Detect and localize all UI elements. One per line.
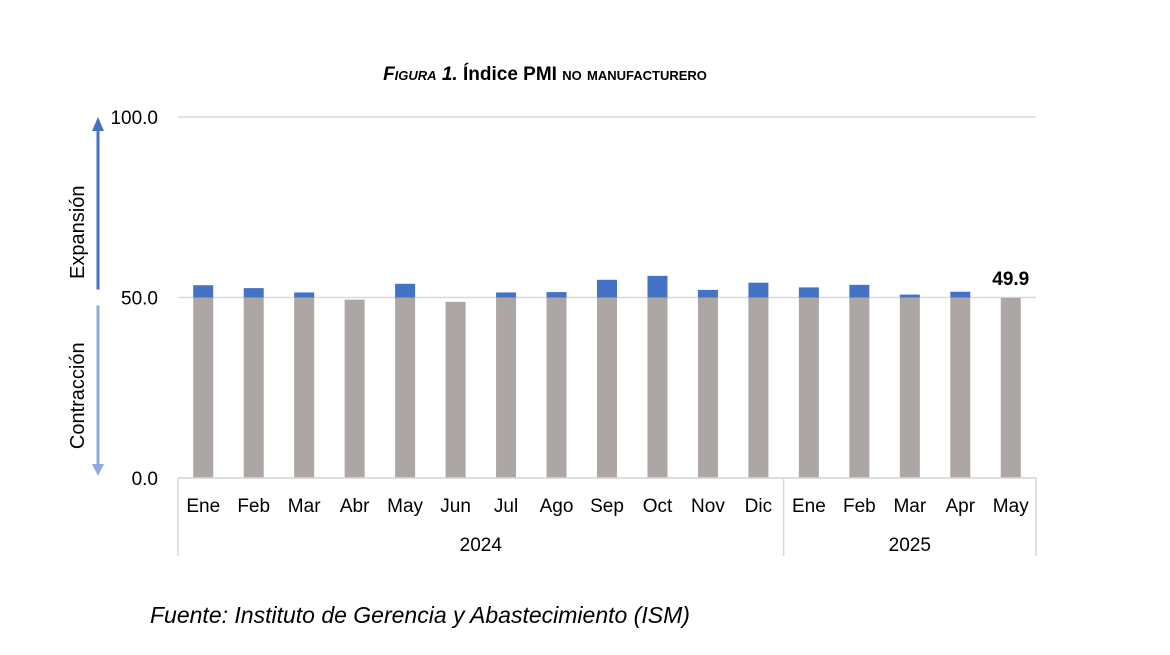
bar-expansion [798,287,819,298]
expansion-label: Expansión [67,186,89,279]
bar-base [1000,297,1021,478]
x-tick-label: Jun [440,496,471,517]
x-tick-label: Jul [494,496,518,517]
x-tick-label: Nov [691,496,725,517]
bar-base [697,297,718,478]
bar-base [899,297,920,478]
bar-base [798,297,819,478]
bar-expansion [294,292,315,298]
y-tick-label: 0.0 [132,469,158,490]
bar-base [344,299,365,478]
bar-base [950,297,971,478]
contraction-label: Contracción [67,342,89,449]
x-tick-label: Apr [946,496,976,517]
x-tick-label: Mar [893,496,926,517]
arrow-up-icon [92,117,104,131]
bar-base [193,297,214,478]
x-group-label: 2025 [889,535,931,556]
bar-base [395,297,416,478]
bar-base [546,297,567,478]
x-tick-label: Mar [288,496,321,517]
title-rest: no manufacturero [562,64,707,85]
bar-expansion [243,288,264,298]
bar-expansion [849,284,870,298]
x-tick-label: Dic [745,496,772,517]
arrow-down-icon [92,464,104,476]
source-note: Fuente: Instituto de Gerencia y Abasteci… [150,602,690,628]
bar-base [496,297,517,478]
bar-expansion [647,275,668,298]
bar-expansion [395,283,416,298]
bar-base [445,301,466,478]
x-tick-label: May [387,496,423,517]
bar-expansion [899,294,920,298]
x-tick-label: Sep [590,496,624,517]
bar-expansion [546,292,567,298]
y-tick-label: 100.0 [110,108,158,129]
chart-title: Figura 1. Índice PMI no manufacturero [0,64,1090,86]
bar-expansion [697,289,718,298]
x-tick-label: Feb [237,496,270,517]
x-tick-label: Oct [643,496,673,517]
x-tick-label: Feb [843,496,876,517]
bar-expansion [748,282,769,298]
bar-base [748,297,769,478]
x-tick-label: May [993,496,1029,517]
x-tick-label: Ene [792,496,826,517]
y-tick-label: 50.0 [121,289,158,310]
bar-base [597,297,617,478]
pmi-bar-chart: 0.0 50.0 100.0 Ene Feb Mar Abr May Jun Jul Ago Sep O… [67,108,1037,556]
bar-expansion [496,292,517,298]
x-group-label: 2024 [460,535,503,556]
figure-number: Figura 1. [383,64,458,85]
bar-expansion [597,279,617,298]
x-tick-label: Abr [340,496,370,517]
bar-expansion [950,291,971,298]
bar-base [647,297,668,478]
data-label: 49.9 [992,269,1029,290]
bar-base [849,297,870,478]
x-tick-label: Ago [540,496,574,517]
title-main: Índice PMI [462,64,557,85]
bar-expansion [193,285,214,298]
x-tick-label: Ene [186,496,220,517]
bar-base [294,297,315,478]
bar-base [243,297,264,478]
